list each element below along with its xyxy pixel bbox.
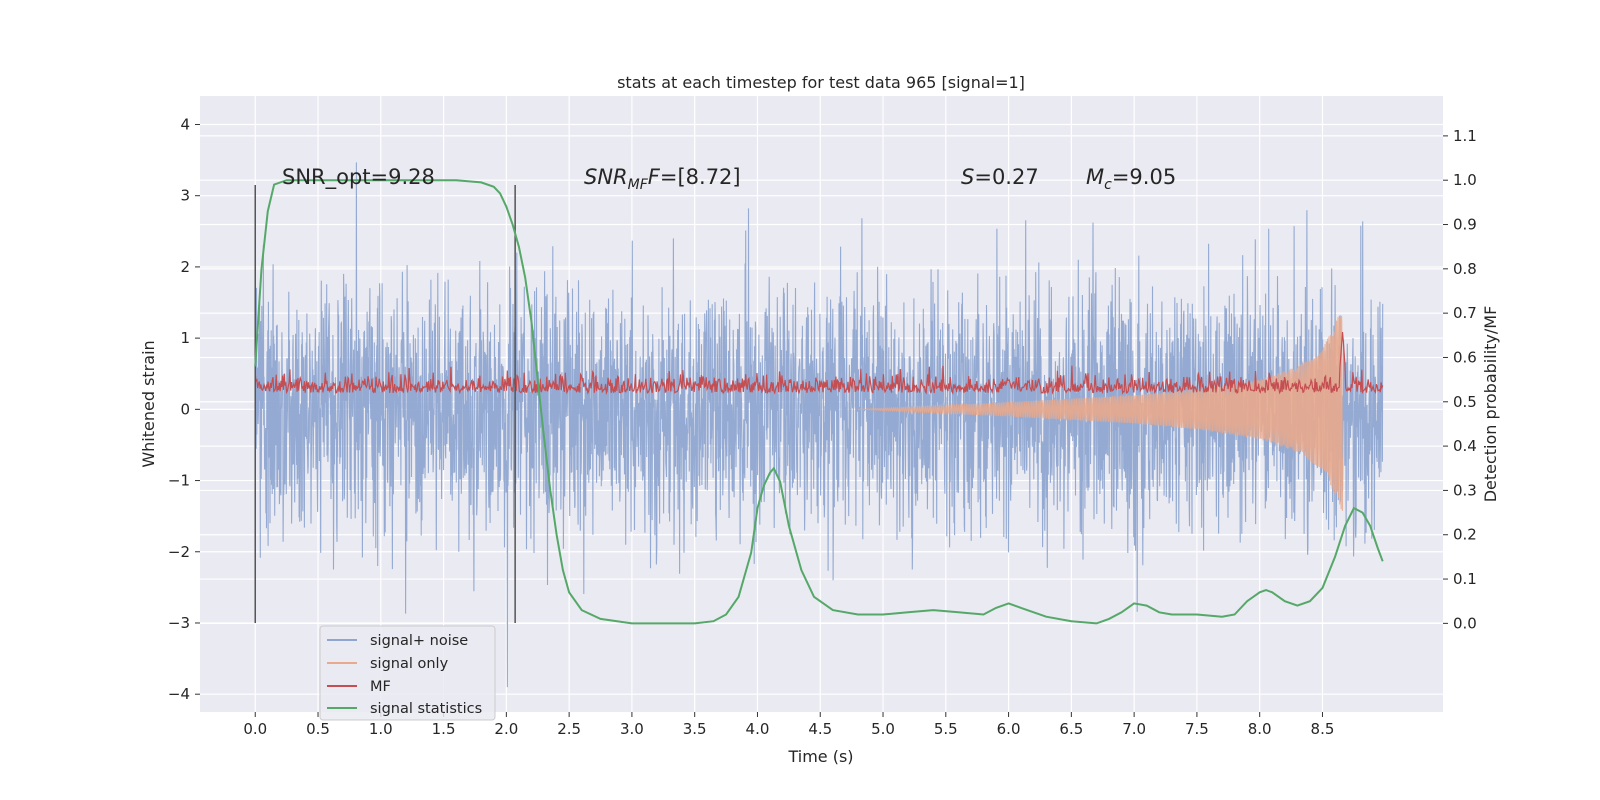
x-tick-label: 0.5: [306, 720, 330, 738]
y-tick-label: 2: [180, 258, 190, 276]
signal-window-markers: [254, 185, 516, 623]
x-tick-label: 5.5: [934, 720, 958, 738]
annotation-snr-mf-subscript: MF: [628, 177, 649, 193]
y-tick-label: −1: [168, 472, 190, 490]
x-tick-label: 6.0: [997, 720, 1021, 738]
right-y-tick-label: 0.5: [1453, 393, 1477, 411]
annotation-s: S=0.27: [961, 165, 1039, 189]
x-tick-label: 5.0: [871, 720, 895, 738]
right-y-tick-label: 0.8: [1453, 260, 1477, 278]
right-y-tick-label: 0.1: [1453, 570, 1477, 588]
annotation-snr-mf-f: F: [648, 165, 661, 189]
y-tick-label: 0: [180, 400, 190, 418]
x-tick-label: 6.5: [1059, 720, 1083, 738]
x-axis-label: Time (s): [787, 747, 853, 766]
right-y-tick-label: 0.4: [1453, 437, 1477, 455]
x-tick-label: 4.5: [808, 720, 832, 738]
x-tick-label: 8.5: [1311, 720, 1335, 738]
annotation-mc-subscript: c: [1104, 177, 1112, 193]
annotation-snr-mf-symbol: SNR: [584, 165, 628, 189]
right-y-tick-labels: 1.1 1.0 0.9 0.8 0.7 0.6 0.5 0.4 0.3 0.2 0.1 0.0: [1443, 127, 1477, 632]
y-tick-labels: 4 3 2 1 0 −1 −2 −3 −4: [168, 115, 200, 703]
x-tick-label: 0.0: [243, 720, 267, 738]
y-tick-label: −4: [168, 685, 190, 703]
annotation-mc: Mc=9.05: [1086, 165, 1176, 193]
annotation-s-symbol: S: [961, 165, 974, 189]
right-y-tick-label: 0.0: [1453, 614, 1477, 632]
y-tick-label: 3: [180, 187, 190, 205]
x-tick-labels: 0.0 0.5 1.0 1.5 2.0 2.5 3.0 3.5 4.0 4.5 5.0 5.5 6.0 6…: [243, 712, 1334, 738]
chart-title: stats at each timestep for test data 965…: [617, 73, 1025, 92]
signal-only-line: [857, 315, 1344, 511]
mf-line: [254, 332, 1384, 396]
right-y-tick-label: 0.9: [1453, 216, 1477, 234]
x-tick-label: 2.5: [557, 720, 581, 738]
signal-statistics-line: [254, 179, 1384, 625]
annotation-s-value: =0.27: [974, 165, 1038, 189]
legend-label-signal-noise: signal+ noise: [370, 633, 468, 649]
legend-label-signal-only: signal only: [370, 656, 449, 672]
annotation-mc-symbol: M: [1086, 165, 1104, 189]
annotation-snr-mf: SNRMFF=[8.72]: [584, 165, 741, 193]
right-y-tick-label: 0.6: [1453, 348, 1477, 366]
x-tick-label: 3.0: [620, 720, 644, 738]
legend: signal+ noise signal only MF signal stat…: [319, 625, 496, 721]
legend-label-signal-statistics: signal statistics: [370, 701, 482, 717]
annotation-mc-value: =9.05: [1112, 165, 1176, 189]
right-y-tick-label: 1.0: [1453, 171, 1477, 189]
x-tick-label: 7.0: [1122, 720, 1146, 738]
x-tick-label: 1.0: [369, 720, 393, 738]
y-tick-label: −3: [168, 614, 190, 632]
y-tick-label: −2: [168, 543, 190, 561]
right-y-tick-label: 0.2: [1453, 526, 1477, 544]
y-tick-label: 4: [180, 115, 190, 133]
y-tick-label: 1: [180, 329, 190, 347]
x-tick-label: 7.5: [1185, 720, 1209, 738]
x-tick-label: 2.0: [494, 720, 518, 738]
x-tick-label: 3.5: [683, 720, 707, 738]
y-axis-label: Whitened strain: [139, 340, 158, 467]
mf-series: [254, 332, 1384, 396]
signal-only-series: [857, 315, 1344, 511]
signal-statistics-series: [254, 179, 1384, 625]
legend-box: [319, 625, 496, 721]
annotation-snr-opt: SNR_opt=9.28: [282, 165, 435, 190]
right-y-tick-label: 0.3: [1453, 481, 1477, 499]
x-tick-label: 4.0: [746, 720, 770, 738]
right-y-tick-label: 1.1: [1453, 127, 1477, 145]
x-tick-label: 1.5: [432, 720, 456, 738]
x-tick-label: 8.0: [1248, 720, 1272, 738]
right-y-axis-label: Detection probability/MF: [1481, 306, 1500, 503]
annotation-snr-mf-value: =[8.72]: [660, 165, 741, 189]
legend-label-mf: MF: [370, 679, 391, 695]
right-y-tick-label: 0.7: [1453, 304, 1477, 322]
